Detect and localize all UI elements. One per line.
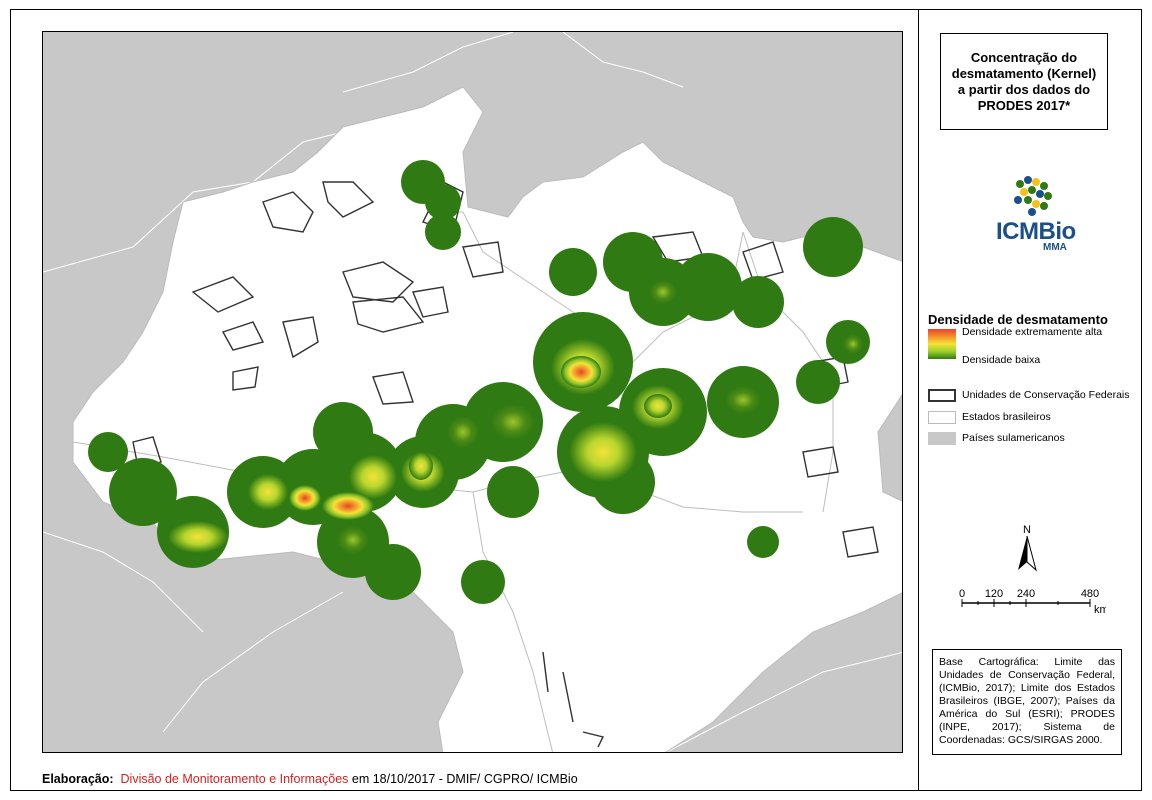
legend-swatch-states <box>928 411 956 424</box>
logo-name: ICMBio <box>996 218 1076 245</box>
north-arrow-icon: N <box>1018 524 1037 572</box>
footer-org: Divisão de Monitoramento e Informações <box>120 772 349 786</box>
footer-rest: em 18/10/2017 - DMIF/ CGPRO/ ICMBio <box>348 772 578 786</box>
scale-tick-0: 0 <box>959 588 965 600</box>
logo-sub: MMA <box>1043 242 1067 253</box>
scale-tick-120: 120 <box>985 588 1003 600</box>
legend-title: Densidade de desmatamento <box>928 312 1108 327</box>
legend-density-low: Densidade baixa <box>962 354 1041 366</box>
scale-tick-480: 480 <box>1081 588 1099 600</box>
footer-label: Elaboração: <box>42 772 114 786</box>
amazon-map <box>43 32 902 752</box>
north-label: N <box>1023 524 1031 536</box>
map-frame <box>10 9 1142 791</box>
frame-divider <box>918 9 919 791</box>
cartographic-credits: Base Cartográfica: Limite das Unidades d… <box>932 649 1122 755</box>
map-panel[interactable] <box>42 31 903 753</box>
legend-label-uc: Unidades de Conservação Federais <box>962 389 1130 401</box>
icmbio-logo <box>1014 176 1052 216</box>
footer: Elaboração: Divisão de Monitoramento e I… <box>42 772 578 786</box>
federal-conservation-units <box>132 181 879 748</box>
legend-label-states: Estados brasileiros <box>962 411 1051 423</box>
brazil-dots-icon <box>1014 176 1052 216</box>
map-title: Concentração do desmatamento (Kernel) a … <box>940 33 1108 130</box>
scale-tick-240: 240 <box>1017 588 1035 600</box>
legend-swatch-countries <box>928 432 956 445</box>
country-borders <box>43 32 902 752</box>
legend-swatch-uc <box>928 389 956 402</box>
deforestation-density-high <box>289 356 672 520</box>
scale-unit: km <box>1094 604 1106 616</box>
scale-bar: 0 120 240 480 km <box>959 588 1106 616</box>
density-gradient-swatch <box>928 329 956 359</box>
legend-label-countries: Países sulamericanos <box>962 432 1065 444</box>
legend-density-high: Densidade extremamente alta <box>962 326 1103 338</box>
